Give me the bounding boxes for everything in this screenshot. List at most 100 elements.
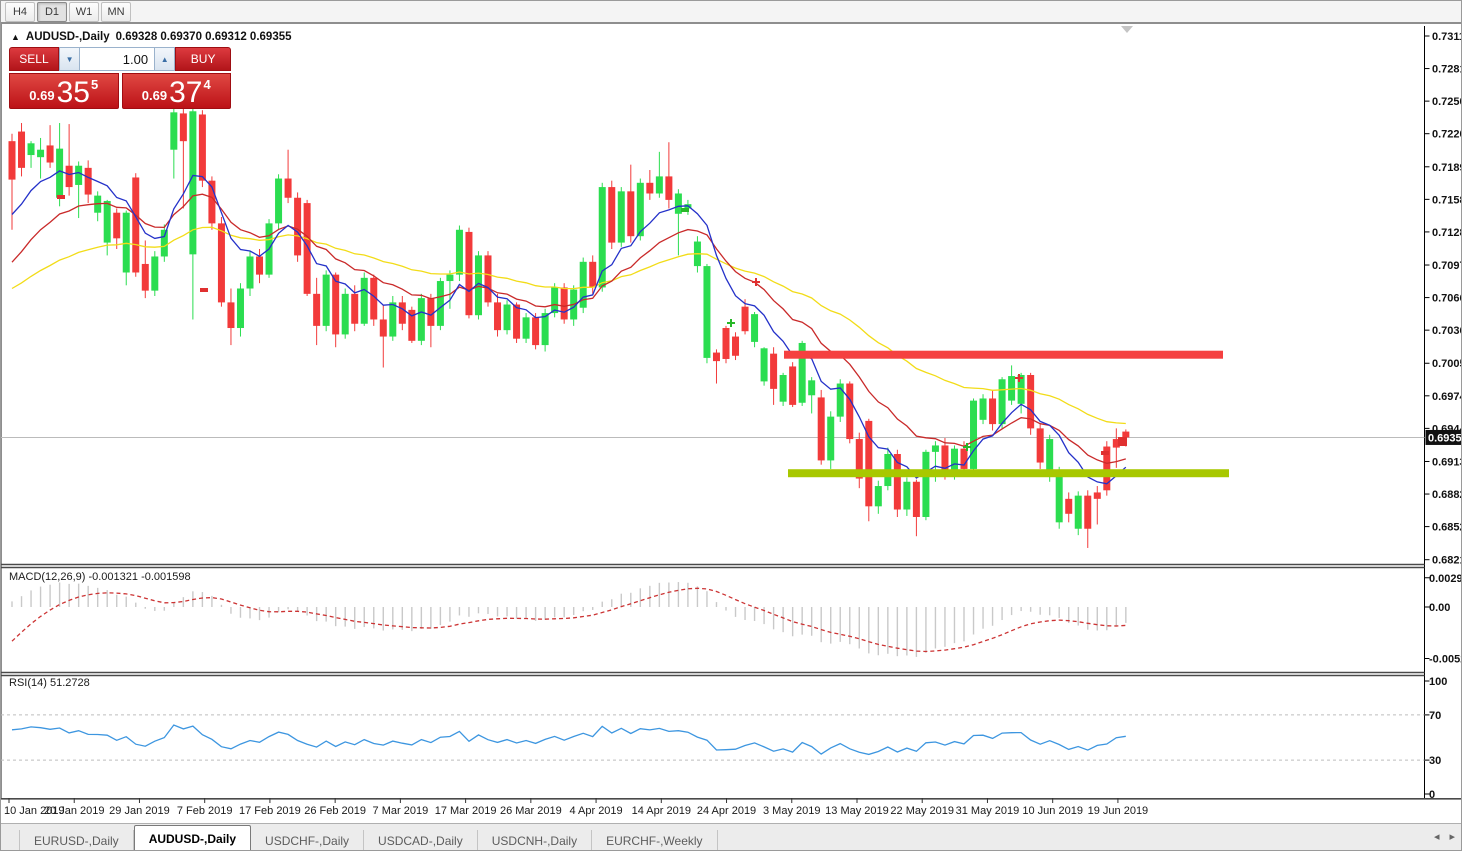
volume-input[interactable] xyxy=(80,47,155,71)
sell-button[interactable]: SELL xyxy=(9,47,59,71)
support-line[interactable] xyxy=(788,469,1229,478)
date-axis-label: 14 Apr 2019 xyxy=(631,805,691,817)
date-axis-label: 7 Feb 2019 xyxy=(176,805,233,817)
candle-body xyxy=(608,187,616,243)
price-axis-label: 0.68210 xyxy=(1432,555,1462,567)
candle-body xyxy=(360,277,368,324)
candle-body xyxy=(598,187,606,288)
date-axis-label: 17 Feb 2019 xyxy=(239,805,301,817)
candle-body xyxy=(532,317,540,346)
chart-marker-icon xyxy=(57,195,65,199)
candle-body xyxy=(113,212,121,239)
chart-tab-usdchf[interactable]: USDCHF-,Daily xyxy=(251,830,365,850)
rsi-line xyxy=(11,724,1126,756)
tab-scroll-left-icon[interactable]: ◂ xyxy=(1433,831,1440,843)
macd-axis-label: 0.002984 xyxy=(1429,573,1462,585)
buy-price-main: 37 xyxy=(169,76,203,109)
candle-body xyxy=(589,261,597,288)
rsi-axis-label: 100 xyxy=(1429,676,1447,688)
candle-body xyxy=(703,266,711,358)
date-axis-label: 3 May 2019 xyxy=(763,805,821,817)
candle-body xyxy=(1112,439,1120,448)
candle-body xyxy=(665,176,673,200)
candle-body xyxy=(103,200,111,243)
candle-body xyxy=(1027,374,1035,429)
candle-body xyxy=(836,383,844,417)
tab-scroll-right-icon[interactable]: ▸ xyxy=(1449,831,1455,843)
candle-body xyxy=(408,309,416,341)
candle-body xyxy=(636,182,644,237)
candle-body xyxy=(808,380,816,396)
candle-body xyxy=(236,288,244,329)
timeframe-button-w1[interactable]: W1 xyxy=(69,1,99,22)
candle-body xyxy=(655,176,663,194)
candle-body xyxy=(246,256,254,289)
candle-body xyxy=(436,281,444,326)
date-axis-label: 10 Jan 2019 xyxy=(4,805,65,817)
moving-average-line xyxy=(11,170,1127,485)
timeframe-button-h4[interactable]: H4 xyxy=(5,1,35,22)
one-click-collapse-icon[interactable]: ▲ xyxy=(11,32,20,42)
candle-body xyxy=(789,366,797,405)
candle-body xyxy=(522,317,530,339)
candle-body xyxy=(903,481,911,510)
volume-decrease-button[interactable]: ▼ xyxy=(58,47,81,71)
one-click-trading-panel: SELL ▼ ▲ BUY 0.69 35 5 0.69 37 4 xyxy=(9,47,231,109)
candle-body xyxy=(817,397,825,461)
candle-body xyxy=(179,113,187,142)
candle-body xyxy=(1122,431,1130,438)
resistance-line[interactable] xyxy=(784,350,1223,359)
price-axis-label: 0.69130 xyxy=(1432,456,1462,468)
sell-price-main: 35 xyxy=(56,76,90,109)
candle-body xyxy=(313,293,321,326)
price-axis-label: 0.68520 xyxy=(1432,522,1462,534)
date-axis-label: 7 Mar 2019 xyxy=(372,805,429,817)
candle-body xyxy=(760,348,768,382)
candle-body xyxy=(1084,495,1092,529)
candle-body xyxy=(446,274,454,282)
candle-body xyxy=(322,274,330,326)
candle-body xyxy=(712,352,720,362)
candle-body xyxy=(65,165,73,188)
volume-increase-button[interactable]: ▲ xyxy=(154,47,176,71)
candle-body xyxy=(1103,446,1111,491)
chart-tab-eurusd[interactable]: EURUSD-,Daily xyxy=(19,830,134,850)
candle-body xyxy=(494,302,502,331)
chart-tab-usdcad[interactable]: USDCAD-,Daily xyxy=(364,830,478,850)
candle-body xyxy=(379,319,387,337)
candle-body xyxy=(560,287,568,320)
chart-tab-usdcnh[interactable]: USDCNH-,Daily xyxy=(478,830,593,850)
sell-price-box[interactable]: 0.69 35 5 xyxy=(9,73,119,109)
candle-body xyxy=(912,481,920,517)
candle-body xyxy=(474,255,482,316)
macd-axis-label: -0.005256 xyxy=(1429,654,1462,666)
candle-body xyxy=(332,274,340,335)
candle-body xyxy=(141,263,149,291)
candle-body xyxy=(151,256,159,291)
candle-body xyxy=(1036,428,1044,463)
candle-body xyxy=(770,353,778,389)
price-axis-label: 0.72505 xyxy=(1432,96,1462,108)
candle-body xyxy=(941,445,949,476)
price-axis-label: 0.70050 xyxy=(1432,358,1462,370)
svg-text:0.69355: 0.69355 xyxy=(1428,432,1462,444)
candle-body xyxy=(284,178,292,198)
chart-tab-eurchf[interactable]: EURCHF-,Weekly xyxy=(592,830,718,850)
rsi-axis-label: 0 xyxy=(1429,789,1435,801)
tab-scroll-arrows: ◂ ▸ xyxy=(1434,830,1455,843)
chart-tab-audusd[interactable]: AUDUSD-,Daily xyxy=(133,825,252,850)
candle-body xyxy=(160,229,168,257)
timeframe-button-d1[interactable]: D1 xyxy=(37,1,67,22)
buy-button[interactable]: BUY xyxy=(175,47,231,71)
buy-price-pip: 4 xyxy=(203,77,211,92)
candle-body xyxy=(389,302,397,337)
chart-shift-icon xyxy=(1121,26,1133,33)
candle-body xyxy=(741,306,749,332)
timeframe-button-mn[interactable]: MN xyxy=(101,1,131,22)
moving-average-line xyxy=(11,193,1126,464)
buy-price-box[interactable]: 0.69 37 4 xyxy=(121,73,231,109)
candle-body xyxy=(865,420,873,507)
candle-body xyxy=(1074,495,1082,529)
